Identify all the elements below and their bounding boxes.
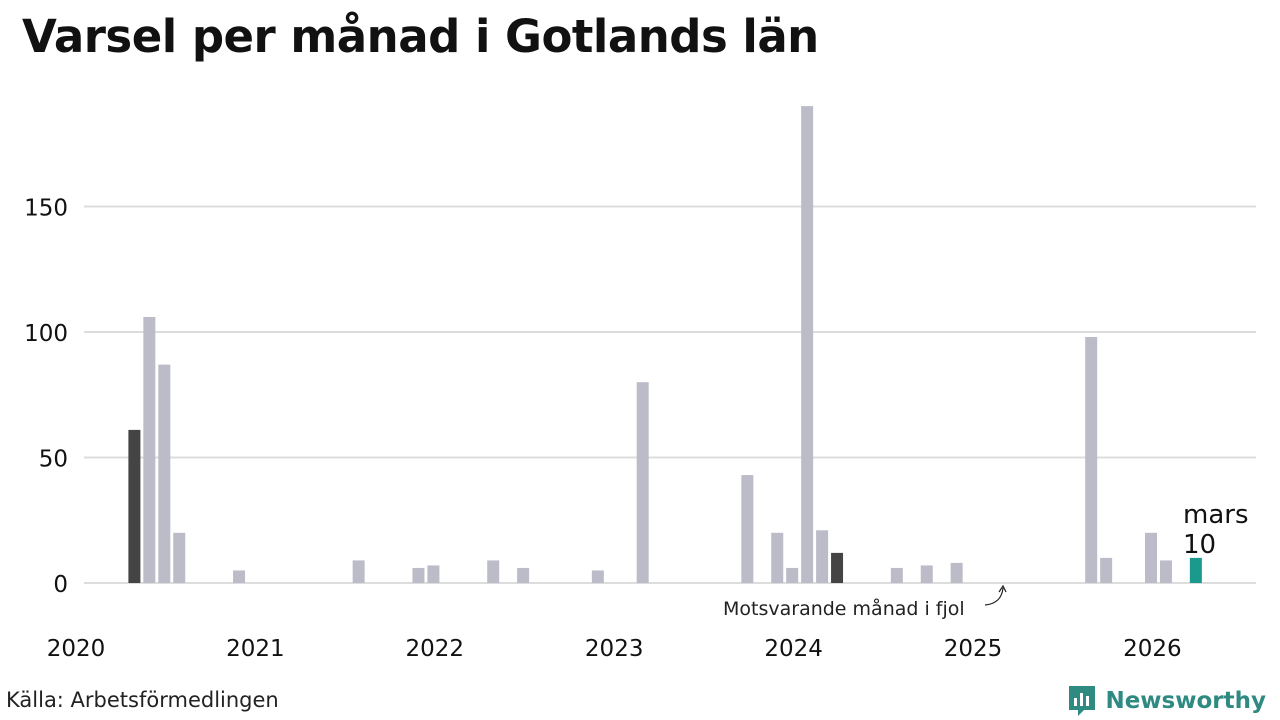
bar-previous-year (128, 429, 141, 583)
x-tick-label: 2026 (1123, 636, 1182, 662)
brand-name: Newsworthy (1105, 688, 1266, 714)
bar (636, 382, 649, 583)
x-tick-label: 2023 (585, 636, 644, 662)
y-tick-label: 0 (53, 572, 68, 598)
x-tick-label: 2021 (226, 636, 285, 662)
bar (890, 567, 903, 583)
previous-year-annotation: Motsvarande månad i fjol (723, 584, 1007, 620)
bar (143, 316, 156, 583)
x-tick-label: 2022 (406, 636, 465, 662)
bar (786, 567, 799, 583)
bar (741, 475, 754, 583)
bar (517, 567, 530, 583)
annotation-text: Motsvarande månad i fjol (723, 597, 965, 620)
axis-ticks: 0 50 100 150 2020 2021 2022 2023 2024 2025 2026 (24, 196, 1182, 663)
current-month-label: mars (1183, 500, 1249, 530)
x-tick-label: 2024 (764, 636, 823, 662)
bar (591, 570, 604, 583)
current-value-label: mars 10 (1183, 500, 1249, 560)
gridlines (84, 205, 1256, 584)
bars (128, 106, 1202, 583)
current-value-text: 10 (1183, 530, 1216, 560)
annotation-arrow (984, 587, 1004, 606)
source-note: Källa: Arbetsförmedlingen (6, 688, 279, 712)
bar (233, 570, 246, 583)
y-tick-label: 50 (39, 447, 68, 473)
bar (771, 532, 784, 583)
bar (1100, 557, 1113, 583)
bar (427, 565, 440, 583)
y-tick-label: 150 (24, 196, 68, 222)
bar-current-month (1189, 557, 1202, 583)
bar (412, 567, 425, 583)
bar (950, 562, 963, 583)
bar (487, 560, 500, 583)
annotation-arrowhead (998, 584, 1007, 593)
newsworthy-logo-icon (1069, 686, 1096, 716)
bar (1145, 532, 1157, 583)
bar-previous-year (831, 552, 844, 583)
bar (920, 565, 933, 583)
bar (352, 560, 365, 583)
chart-title: Varsel per månad i Gotlands län (22, 10, 819, 63)
bar (1085, 337, 1098, 583)
bar (801, 106, 814, 583)
y-tick-label: 100 (24, 321, 68, 347)
bar (158, 364, 171, 583)
bar (173, 532, 186, 583)
bar (1159, 560, 1172, 583)
bar (816, 530, 829, 583)
brand-logo: Newsworthy (1067, 684, 1266, 718)
x-tick-label: 2020 (47, 636, 106, 662)
x-tick-label: 2025 (944, 636, 1003, 662)
